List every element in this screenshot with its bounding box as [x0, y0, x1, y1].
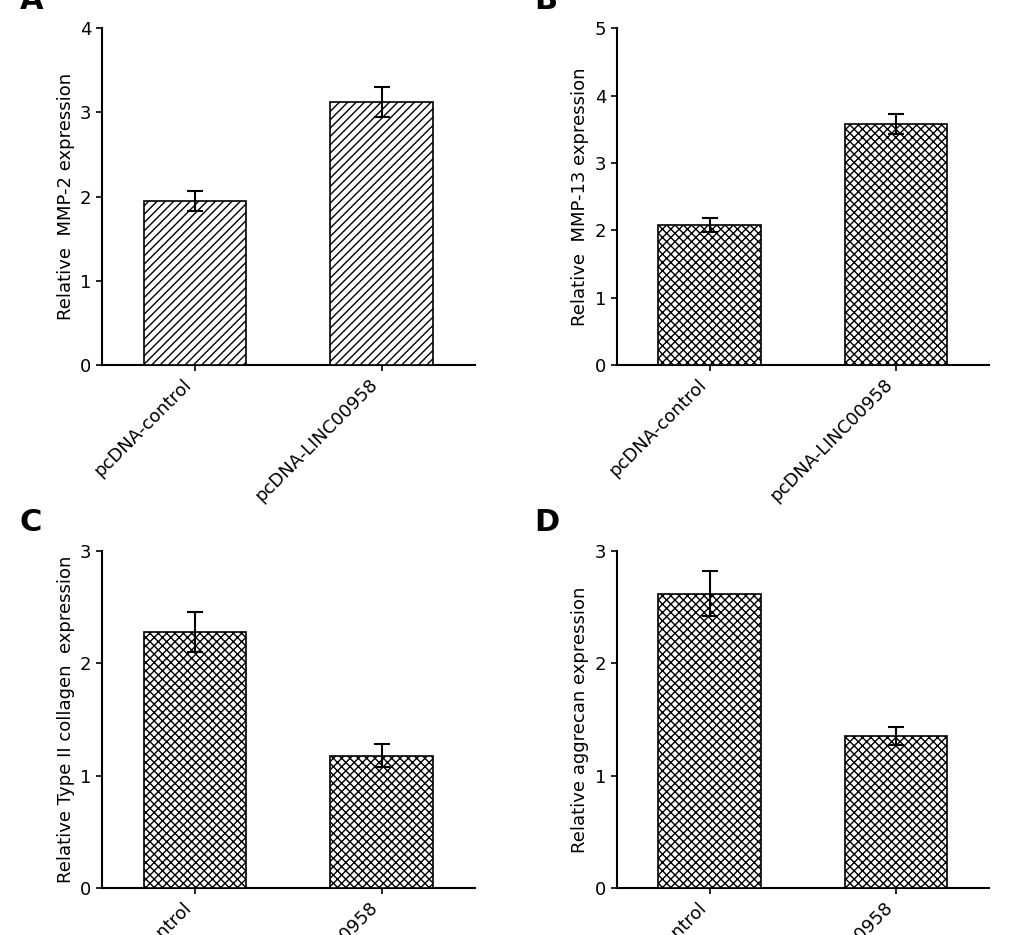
Bar: [844, 123, 947, 366]
Bar: [330, 102, 432, 366]
Y-axis label: Relative  MMP-13 expression: Relative MMP-13 expression: [571, 67, 589, 326]
Bar: [144, 201, 247, 366]
Y-axis label: Relative  MMP-2 expression: Relative MMP-2 expression: [56, 73, 74, 321]
Text: D: D: [534, 509, 559, 538]
Y-axis label: Relative Type II collagen  expression: Relative Type II collagen expression: [56, 556, 74, 884]
Bar: [658, 594, 760, 888]
Y-axis label: Relative aggrecan expression: Relative aggrecan expression: [571, 586, 589, 853]
Text: C: C: [20, 509, 43, 538]
Bar: [658, 225, 760, 366]
Bar: [844, 737, 947, 888]
Bar: [144, 632, 247, 888]
Bar: [330, 755, 432, 888]
Text: A: A: [20, 0, 44, 15]
Text: B: B: [534, 0, 557, 15]
